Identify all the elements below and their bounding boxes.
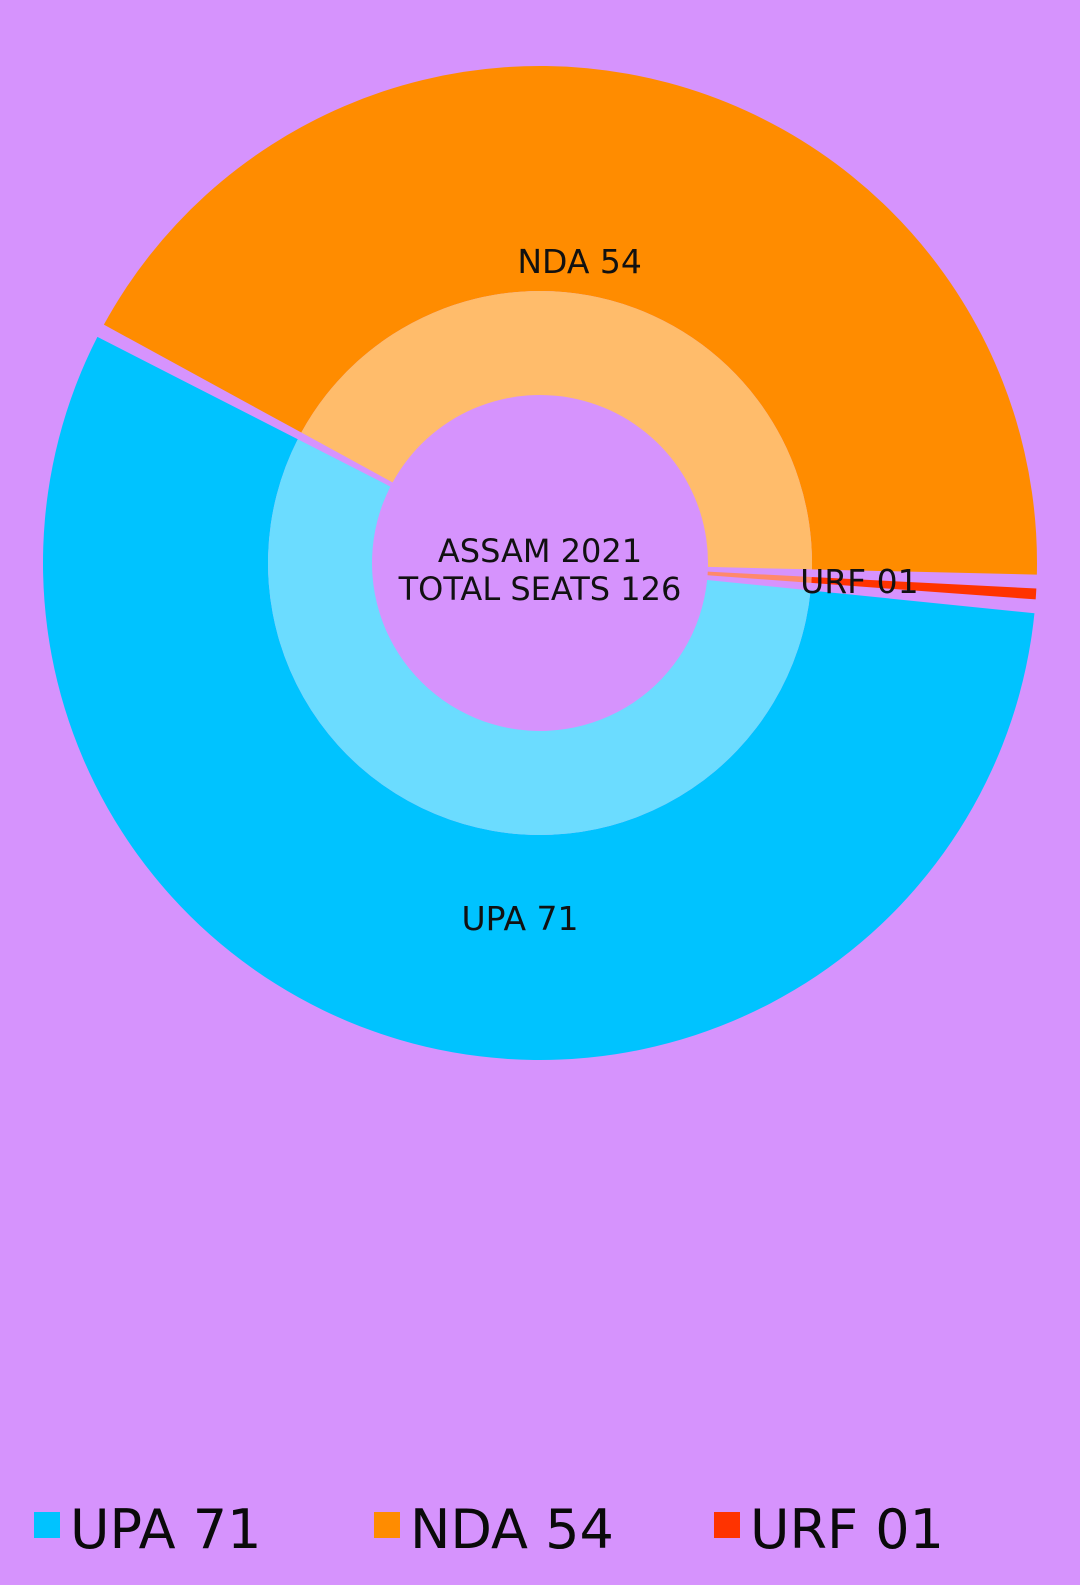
slice-inner-ring-urf[interactable] [707, 571, 812, 583]
legend-item-upa[interactable]: UPA 71 [34, 1490, 261, 1570]
center-label-line-2: TOTAL SEATS 126 [398, 570, 682, 608]
slice-labels-layer: UPA 71 NDA 54 URF 01 [462, 242, 919, 938]
legend-swatch-nda [374, 1512, 400, 1538]
donut-chart: UPA 71 NDA 54 URF 01 ASSAM 2021 TOTAL SEAT… [42, 66, 1038, 1061]
legend-label-urf: URF 01 [750, 1498, 944, 1561]
legend-swatch-upa [34, 1512, 60, 1538]
slice-urf[interactable] [811, 576, 1037, 600]
slice-inner-ring-upa[interactable] [267, 439, 811, 836]
legend-label-upa: UPA 71 [70, 1498, 262, 1561]
slice-nda[interactable] [103, 66, 1038, 575]
slices-layer [42, 66, 1038, 1061]
legend: UPA 71 NDA 54 URF 01 [0, 1490, 1080, 1570]
legend-swatch-urf [714, 1512, 740, 1538]
legend-label-nda: NDA 54 [410, 1498, 614, 1561]
slice-label-urf: URF 01 [800, 562, 919, 601]
slice-upa[interactable] [42, 336, 1035, 1061]
center-label: ASSAM 2021 TOTAL SEATS 126 [398, 532, 682, 608]
center-label-line-1: ASSAM 2021 [438, 532, 642, 570]
slice-label-nda: NDA 54 [517, 242, 642, 281]
legend-item-nda[interactable]: NDA 54 [374, 1490, 614, 1570]
legend-item-urf[interactable]: URF 01 [714, 1490, 944, 1570]
slice-inner-ring-nda[interactable] [301, 291, 812, 570]
slice-label-upa: UPA 71 [462, 899, 579, 938]
